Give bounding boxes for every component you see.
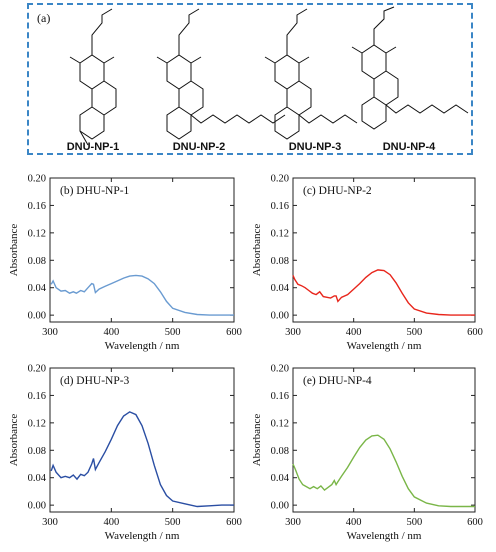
chart-3-series-line bbox=[50, 411, 234, 508]
chart-4-ytick-label: 0.16 bbox=[271, 391, 289, 402]
chart-3-xtick-label: 400 bbox=[103, 517, 119, 528]
chart-2-ytick-label: 0.16 bbox=[271, 201, 289, 212]
chart-3-ytick-label: 0.20 bbox=[28, 364, 46, 375]
chart-1-ytick-label: 0.00 bbox=[28, 311, 46, 322]
chart-3-xtick-label: 500 bbox=[165, 517, 181, 528]
chart-2-ytick-label: 0.20 bbox=[271, 174, 289, 185]
chart-4-x-axis-label: Wavelength / nm bbox=[347, 530, 422, 542]
chart-1-ytick-label: 0.08 bbox=[28, 256, 46, 267]
chart-1-xtick-label: 400 bbox=[103, 327, 119, 338]
chart-3-xtick-label: 600 bbox=[226, 517, 242, 528]
chart-4-ytick-label: 0.12 bbox=[271, 418, 289, 429]
chart-4-ytick-label: 0.20 bbox=[271, 364, 289, 375]
chart-3-ytick-label: 0.12 bbox=[28, 418, 46, 429]
chart-3-ytick-label: 0.08 bbox=[28, 446, 46, 457]
chart-4-frame bbox=[292, 367, 476, 513]
chart-2-x-axis-label: Wavelength / nm bbox=[347, 340, 422, 352]
chart-1-ytick-label: 0.12 bbox=[28, 228, 46, 239]
chart-2-ytick-label: 0.00 bbox=[271, 311, 289, 322]
absorbance-charts: 0.00 0.04 0.08 0.12 0.16 0.20 300 400 500 600 (b) … bbox=[8, 174, 483, 543]
chart-3-ytick-label: 0.04 bbox=[28, 473, 47, 484]
molecule-name-2: DNU-NP-2 bbox=[172, 141, 226, 153]
chart-4-series-line bbox=[292, 434, 475, 508]
chart-3-xtick-label: 300 bbox=[42, 517, 58, 528]
chart-2-frame bbox=[292, 177, 476, 323]
chart-3-x-axis-label: Wavelength / nm bbox=[105, 530, 180, 542]
chart-4-y-axis-label: Absorbance bbox=[251, 414, 263, 467]
chart-1-ytick-label: 0.04 bbox=[28, 283, 47, 294]
chart-3-frame bbox=[49, 367, 235, 513]
chart-2-xtick-label: 300 bbox=[285, 327, 301, 338]
molecule-structures-drawing bbox=[69, 6, 469, 146]
chart-1-xtick-label: 300 bbox=[42, 327, 58, 338]
chart-1-xtick-label: 500 bbox=[165, 327, 181, 338]
chart-1-frame bbox=[49, 177, 235, 323]
molecule-name-1: DNU-NP-1 bbox=[66, 141, 120, 153]
chart-1-x-axis-label: Wavelength / nm bbox=[105, 340, 180, 352]
chart-3-ytick-label: 0.00 bbox=[28, 501, 46, 512]
chart-1-xtick-label: 600 bbox=[226, 327, 242, 338]
chart-4-xtick-label: 300 bbox=[285, 517, 301, 528]
chart-2-series-line bbox=[292, 269, 475, 316]
chart-2-ytick-label: 0.08 bbox=[271, 256, 289, 267]
chart-3-y-axis-label: Absorbance bbox=[8, 414, 20, 467]
chart-4-ytick-label: 0.00 bbox=[271, 501, 289, 512]
chart-2-xtick-label: 600 bbox=[467, 327, 483, 338]
chart-1-ytick-label: 0.16 bbox=[28, 201, 46, 212]
chart-2-ytick-label: 0.12 bbox=[271, 228, 289, 239]
scheme-panel-label: (a) bbox=[37, 11, 51, 25]
chart-4-ytick-label: 0.04 bbox=[271, 473, 290, 484]
chart-2-panel-label: (c) DHU-NP-2 bbox=[303, 185, 372, 197]
chart-2-ytick-label: 0.04 bbox=[271, 283, 290, 294]
chart-2-xtick-label: 500 bbox=[406, 327, 422, 338]
chart-4-xtick-label: 400 bbox=[346, 517, 362, 528]
chart-1-ytick-label: 0.20 bbox=[28, 174, 46, 185]
chart-4-ytick-label: 0.08 bbox=[271, 446, 289, 457]
chart-4-xtick-label: 500 bbox=[406, 517, 422, 528]
molecule-name-4: DNU-NP-4 bbox=[382, 141, 436, 153]
chart-1-panel-label: (b) DHU-NP-1 bbox=[60, 185, 130, 197]
chart-3-ytick-label: 0.16 bbox=[28, 391, 46, 402]
chart-2-y-axis-label: Absorbance bbox=[251, 224, 263, 277]
chart-1-y-axis-label: Absorbance bbox=[8, 224, 20, 277]
chart-4-xtick-label: 600 bbox=[467, 517, 483, 528]
chart-3-panel-label: (d) DHU-NP-3 bbox=[60, 375, 130, 387]
chart-2-xtick-label: 400 bbox=[346, 327, 362, 338]
chart-4-panel-label: (e) DHU-NP-4 bbox=[303, 375, 372, 387]
molecule-scheme-panel: (a) bbox=[27, 3, 473, 155]
chart-1-series-line bbox=[50, 274, 234, 316]
molecule-name-3: DNU-NP-3 bbox=[288, 141, 342, 153]
